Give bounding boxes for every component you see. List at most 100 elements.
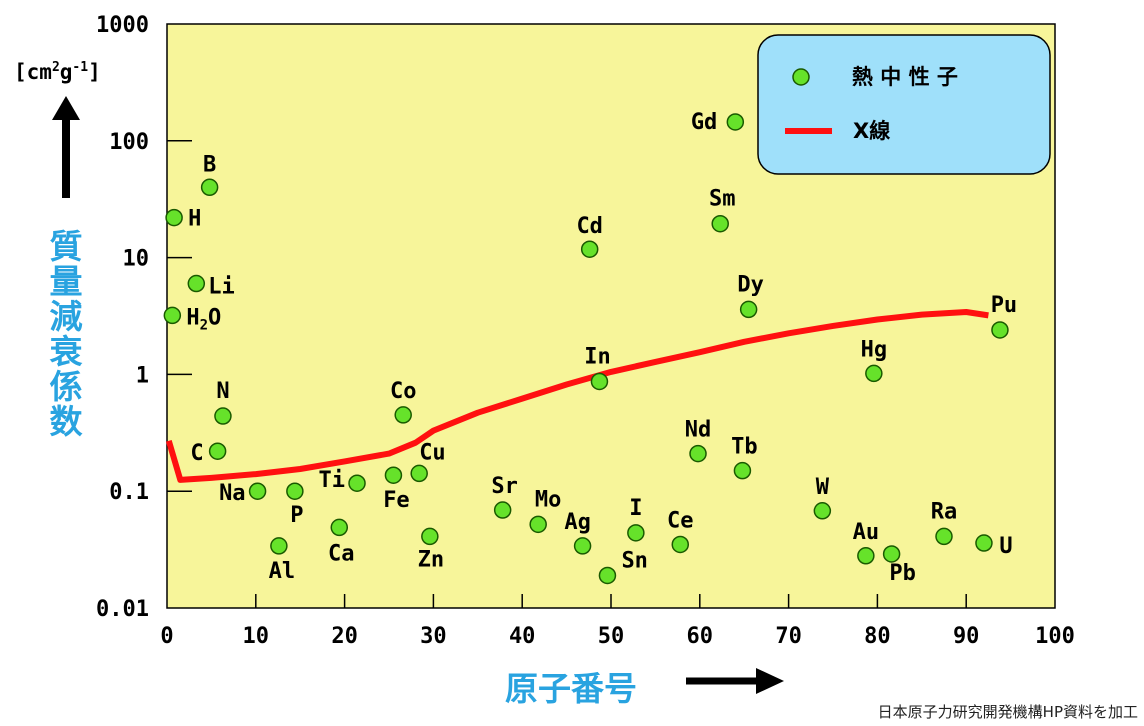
data-point-ag: [573, 537, 592, 555]
x-tick-label: 40: [509, 624, 536, 649]
point-label-sm: Sm: [709, 187, 736, 212]
data-point-p: [286, 482, 304, 500]
y-direction-arrow: [52, 96, 80, 198]
point-label-ra: Ra: [931, 499, 958, 524]
data-point-b: [200, 178, 219, 197]
data-point-w: [813, 502, 832, 520]
data-point-hg: [865, 364, 883, 383]
x-tick-label: 60: [687, 624, 714, 649]
legend-xray-label: X線: [853, 119, 890, 143]
data-point-au: [857, 547, 875, 565]
y-axis-ticks: 0.01 0.1 1 10 100 1000: [96, 13, 149, 622]
data-point-ti: [348, 474, 366, 492]
point-label-ag: Ag: [564, 510, 591, 535]
y-axis-title-char: 数: [50, 402, 84, 441]
x-tick-label: 90: [953, 624, 980, 649]
data-point-zn: [421, 527, 439, 546]
xray-series: [165, 309, 989, 483]
data-point-al: [270, 537, 288, 555]
point-label-h2o: H2O: [186, 305, 221, 333]
x-tick-label: 100: [1035, 624, 1075, 649]
point-label-w: W: [816, 475, 830, 500]
point-label-al: Al: [269, 559, 296, 584]
x-tick-label: 50: [598, 624, 625, 649]
data-point-n: [214, 407, 232, 425]
y-axis-title-char: 減: [50, 297, 83, 336]
data-point-gd: [726, 113, 745, 131]
data-point-dy: [739, 300, 758, 319]
y-tick-label: 1: [136, 363, 149, 388]
x-tick-label: 0: [160, 624, 173, 649]
x-tick-label: 30: [420, 624, 447, 649]
point-label-tb: Tb: [731, 435, 758, 460]
y-tick-label: 0.01: [96, 597, 149, 622]
point-label-dy: Dy: [737, 272, 764, 297]
point-label-in: In: [584, 344, 611, 369]
point-label-sr: Sr: [491, 474, 518, 499]
data-point-sm: [711, 214, 729, 233]
point-label-h: H: [188, 207, 201, 232]
legend-neutron-marker: [792, 68, 810, 86]
data-point-li: [187, 274, 206, 293]
data-point-h: [165, 208, 183, 227]
point-label-c: C: [190, 441, 203, 466]
x-tick-label: 80: [864, 624, 891, 649]
data-point-mo: [529, 515, 547, 534]
point-label-na: Na: [219, 481, 246, 506]
data-point-sr: [493, 501, 512, 519]
y-gridlines: [167, 140, 192, 492]
point-label-ce: Ce: [667, 508, 694, 533]
data-point-nd: [689, 444, 707, 463]
y-tick-label: 10: [123, 247, 150, 272]
data-point-na: [248, 482, 267, 500]
data-point-sn: [598, 566, 617, 585]
x-direction-arrow: [686, 668, 784, 694]
point-label-i: I: [629, 496, 642, 521]
point-label-p: P: [290, 503, 303, 528]
point-label-gd: Gd: [691, 110, 718, 135]
data-point-fe: [384, 466, 403, 484]
data-point-cu: [410, 464, 428, 483]
point-label-fe: Fe: [383, 488, 410, 513]
legend-box: [757, 34, 1051, 175]
data-point-pu: [991, 321, 1009, 339]
y-tick-label: 0.1: [109, 480, 149, 505]
point-label-co: Co: [390, 379, 417, 404]
point-label-u: U: [999, 534, 1012, 559]
data-point-ra: [935, 527, 953, 546]
data-point-tb: [733, 461, 752, 480]
y-axis-title-char: 衰: [50, 332, 83, 371]
y-axis-title-char: 質: [50, 227, 83, 266]
point-label-b: B: [203, 152, 216, 177]
point-label-ca: Ca: [328, 541, 355, 566]
point-label-au: Au: [853, 520, 880, 545]
point-label-cu: Cu: [419, 440, 446, 465]
point-label-pu: Pu: [991, 293, 1018, 318]
point-label-sn: Sn: [621, 548, 648, 573]
point-label-pb: Pb: [889, 561, 916, 586]
point-label-ti: Ti: [319, 468, 346, 493]
point-label-n: N: [216, 379, 229, 404]
y-tick-label: 100: [109, 130, 149, 155]
point-label-nd: Nd: [685, 418, 712, 443]
data-point-ca: [330, 518, 349, 537]
data-point-h2o: [163, 306, 182, 325]
data-point-c: [208, 442, 227, 460]
data-point-cd: [580, 240, 599, 258]
y-axis-title-char: 係: [50, 367, 83, 406]
point-label-li: Li: [208, 275, 235, 300]
y-tick-label: 1000: [96, 13, 149, 38]
point-label-cd: Cd: [576, 214, 603, 239]
x-axis-title: 原子番号: [505, 669, 637, 708]
x-tick-label: 10: [243, 624, 270, 649]
legend-neutron-label: 熱 中 性 子: [852, 65, 958, 89]
x-tick-label: 20: [331, 624, 358, 649]
legend: 熱 中 性 子 X線: [757, 34, 1051, 175]
data-point-in: [590, 372, 609, 391]
data-point-pb: [882, 545, 901, 563]
data-point-i: [627, 524, 645, 542]
data-point-ce: [671, 535, 690, 554]
